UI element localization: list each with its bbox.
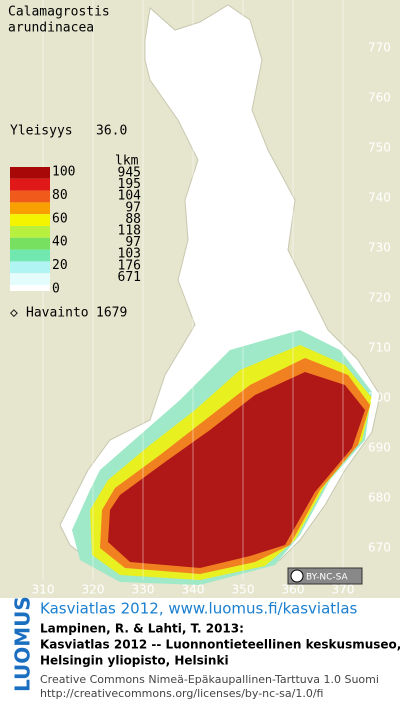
license-url[interactable]: http://creativecommons.org/licenses/by-n… xyxy=(40,687,323,700)
title: Calamagrostis xyxy=(8,5,110,20)
citation: Kasviatlas 2012 -- Luonnontieteellinen k… xyxy=(40,638,400,652)
legend-swatch xyxy=(10,178,50,191)
observation-symbol: ◇ xyxy=(10,306,18,321)
citation: Lampinen, R. & Lahti, T. 2013: xyxy=(40,622,244,636)
legend-swatch xyxy=(10,202,50,215)
northing-label: 730 xyxy=(368,241,391,255)
legend-swatch xyxy=(10,190,50,203)
legend-count: 195 xyxy=(118,177,141,192)
legend-swatch xyxy=(10,261,50,274)
easting-label: 350 xyxy=(232,583,255,597)
northing-label: 700 xyxy=(368,391,391,405)
legend-count: 97 xyxy=(125,235,141,250)
license-badge xyxy=(287,567,363,585)
northing-label: 720 xyxy=(368,291,391,305)
license-text: Creative Commons Nimeä-Epäkaupallinen-Ta… xyxy=(40,673,379,686)
legend-count: 176 xyxy=(118,258,141,273)
legend-swatch xyxy=(10,167,50,179)
legend-count: 97 xyxy=(125,200,141,215)
legend-swatch xyxy=(10,237,50,250)
abundance-max xyxy=(108,372,365,568)
footer-background xyxy=(0,598,400,702)
legend-count: 104 xyxy=(118,189,142,204)
easting-label: 330 xyxy=(132,583,155,597)
legend-level: 100 xyxy=(52,165,75,180)
legend-count: 945 xyxy=(118,166,141,181)
observation-count: 1679 xyxy=(96,306,127,321)
frequency-value: 36.0 xyxy=(96,124,127,139)
easting-label: 310 xyxy=(32,583,55,597)
observation-label: Havainto xyxy=(26,306,89,321)
easting-label: 340 xyxy=(182,583,205,597)
license-badge-text: BY-NC-SA xyxy=(306,573,349,583)
easting-label: 320 xyxy=(82,583,105,597)
legend-level: 20 xyxy=(52,258,68,273)
logo: LUOMUS xyxy=(11,596,35,692)
northing-label: 690 xyxy=(368,441,391,455)
legend-swatch xyxy=(10,249,50,262)
legend-swatch xyxy=(10,214,50,226)
northing-label: 710 xyxy=(368,341,391,355)
easting-label: 370 xyxy=(332,583,355,597)
northing-label: 760 xyxy=(368,91,391,105)
count-header: lkm xyxy=(115,154,139,169)
legend-count: 118 xyxy=(118,224,141,239)
northing-label: 750 xyxy=(368,141,391,155)
legend-level: 40 xyxy=(52,235,68,250)
grid-labels: 770 760 750 740 730 720 710 700 690 680 670 310 320 3… xyxy=(32,41,391,597)
cc-icon xyxy=(290,569,304,583)
northing-label: 670 xyxy=(368,541,391,555)
legend-level: 80 xyxy=(52,188,68,203)
easting-label: 360 xyxy=(282,583,305,597)
legend-count: 88 xyxy=(125,212,141,227)
atlas-link[interactable]: Kasviatlas 2012, www.luomus.fi/kasviatla… xyxy=(40,600,358,618)
legend-level: 60 xyxy=(52,211,68,226)
legend-swatch xyxy=(10,285,50,291)
legend-level: 0 xyxy=(52,282,60,297)
legend-swatch xyxy=(10,226,50,238)
northing-label: 740 xyxy=(368,191,391,205)
northing-label: 770 xyxy=(368,41,391,55)
citation: Helsingin yliopisto, Helsinki xyxy=(40,654,229,668)
frequency-label: Yleisyys xyxy=(10,124,73,139)
legend-count: 103 xyxy=(118,247,141,262)
legend-swatch xyxy=(10,273,50,285)
northing-label: 680 xyxy=(368,491,391,505)
legend-count: 671 xyxy=(118,270,141,285)
title: arundinacea xyxy=(8,21,94,36)
